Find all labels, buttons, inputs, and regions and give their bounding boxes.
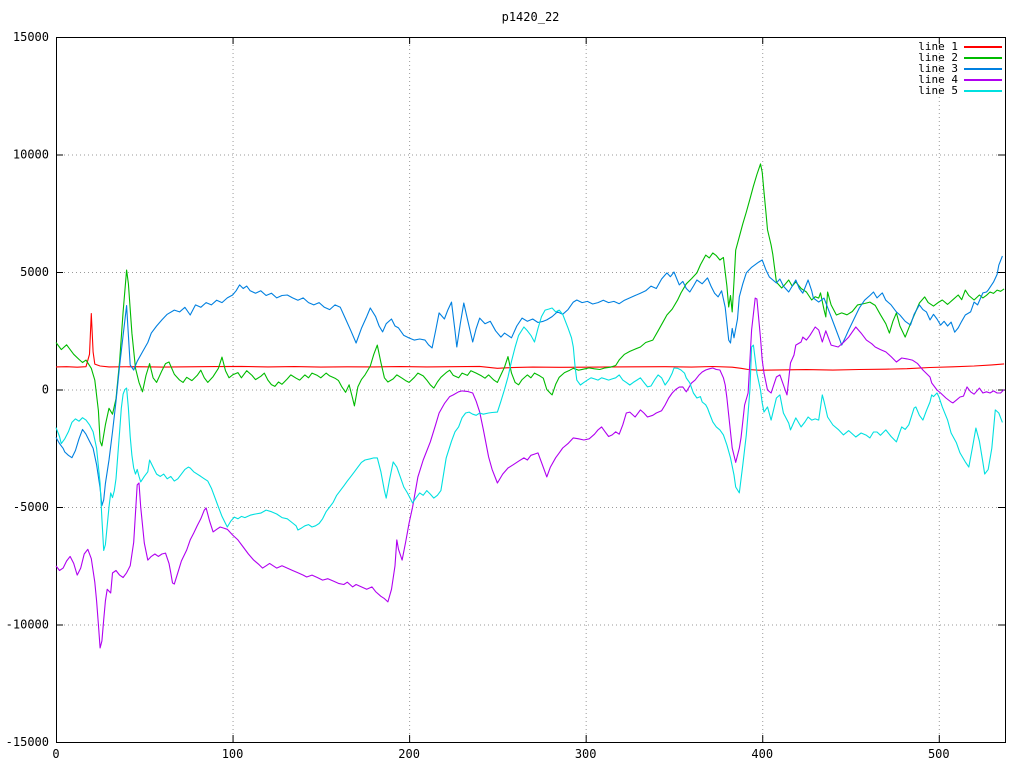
y-tick-label: 0 <box>42 383 49 397</box>
y-tick-label: 5000 <box>20 265 49 279</box>
tick-marks <box>56 37 1005 743</box>
series-line-2 <box>55 163 1005 447</box>
legend-item: line 3 <box>918 63 1002 74</box>
chart-title: p1420_22 <box>501 10 560 24</box>
x-tick-label: 300 <box>575 747 597 761</box>
series-line-5 <box>55 307 1003 552</box>
legend-label: line 2 <box>918 51 958 64</box>
plot-border <box>56 37 1006 743</box>
legend-item: line 5 <box>918 85 1002 96</box>
legend-label: line 3 <box>918 62 958 75</box>
series-line-1 <box>55 313 1005 371</box>
legend-line-swatch <box>964 89 1002 92</box>
legend-line-swatch <box>964 45 1002 48</box>
y-tick-label: -10000 <box>6 618 49 632</box>
legend-line-swatch <box>964 78 1002 81</box>
legend-line-swatch <box>964 67 1002 70</box>
y-tick-label: -15000 <box>6 735 49 749</box>
series-line-4 <box>55 297 1005 649</box>
legend-item: line 4 <box>918 74 1002 85</box>
x-tick-label: 400 <box>751 747 773 761</box>
x-tick-label: 200 <box>398 747 420 761</box>
y-tick-label: 10000 <box>13 148 49 162</box>
legend-item: line 2 <box>918 52 1002 63</box>
legend-label: line 5 <box>918 84 958 97</box>
legend: line 1 line 2 line 3 line 4 line 5 <box>918 41 1002 96</box>
axis-labels: -15000 -10000 -5000 0 5000 10000 15000 0 100 200 3… <box>6 30 950 761</box>
y-tick-label: -5000 <box>13 500 49 514</box>
y-tick-label: 15000 <box>13 30 49 44</box>
x-tick-label: 500 <box>928 747 950 761</box>
legend-label: line 1 <box>918 40 958 53</box>
gridlines <box>56 37 1005 742</box>
x-tick-label: 100 <box>222 747 244 761</box>
legend-label: line 4 <box>918 73 958 86</box>
legend-line-swatch <box>964 56 1002 59</box>
legend-item: line 1 <box>918 41 1002 52</box>
series-line-3 <box>55 255 1003 507</box>
x-tick-label: 0 <box>52 747 59 761</box>
